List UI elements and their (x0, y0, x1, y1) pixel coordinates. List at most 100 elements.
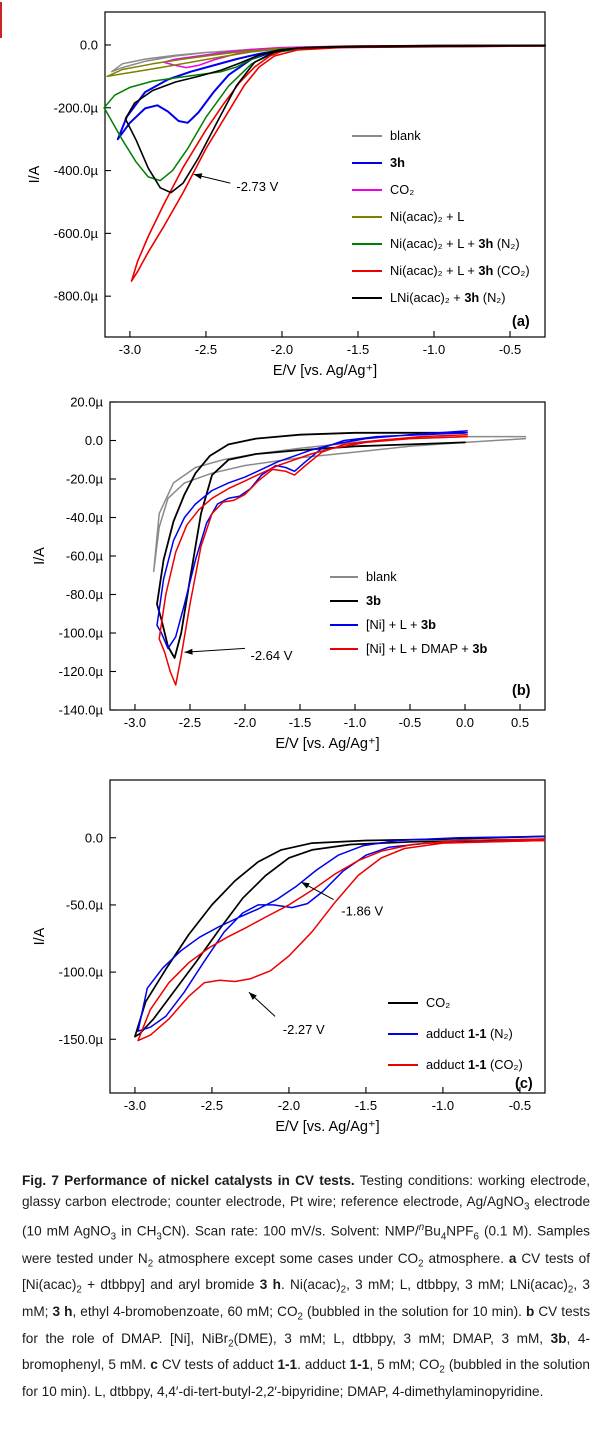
legend: blank 3h CO₂ Ni(acac)₂ + L Ni(acac)₂ + L + 3… (352, 128, 530, 305)
y-tick-label: -100.0µ (59, 965, 104, 980)
annotation-arrowhead (184, 648, 193, 655)
panel-label-b: (b) (512, 683, 531, 699)
caption-segment: 2 (76, 1285, 82, 1296)
legend-label: 3h (390, 155, 405, 170)
x-axis-label: E/V [vs. Ag/Ag⁺] (275, 1119, 379, 1135)
caption-segment: (bubbled in the solution for 10 min). L,… (22, 1357, 590, 1400)
y-tick-label: 20.0µ (70, 395, 103, 410)
caption-segment: 3 (523, 1201, 530, 1213)
caption-segment: Testing conditions: working electrode, g… (22, 1172, 590, 1209)
plot-frame (109, 779, 546, 1094)
x-tick-label: -2.5 (201, 1098, 223, 1113)
y-tick-label: -100.0µ (59, 626, 104, 641)
y-tick-label: 0.0 (85, 433, 103, 448)
y-tick-label: 0.0 (80, 37, 98, 52)
x-tick-label: -3.0 (124, 1098, 146, 1113)
red-edge-mark (0, 2, 2, 38)
y-tick-label: -600.0µ (54, 226, 99, 241)
series-line-adduct 1-1 (N2) (137, 835, 546, 1032)
annotation-label: -2.64 V (250, 648, 292, 663)
annotation-label: -2.73 V (236, 179, 278, 194)
legend-label: [Ni] + L + DMAP + 3b (366, 641, 487, 656)
y-tick-label: -140.0µ (59, 703, 104, 718)
chart-c-container: -3.0 -2.5 -2.0 -1.5 -1.0 -0.5 0.0 -50.0µ -100.0µ… (0, 760, 600, 1140)
caption-segment: , 5 mM; CO (369, 1357, 440, 1373)
series-line-[Ni]+L+3b (156, 430, 468, 650)
panel-label-a: (a) (512, 314, 530, 330)
annotation-arrow-line (184, 647, 246, 653)
x-tick-label: -1.0 (432, 1098, 454, 1113)
caption-segment: c (150, 1357, 158, 1373)
x-tick-label: -3.0 (124, 715, 146, 730)
legend-label: blank (366, 569, 397, 584)
y-axis: 0.0 -200.0µ -400.0µ -600.0µ -800.0µ (54, 37, 111, 304)
caption-segment: (0.1 M). Samples were tested under N (22, 1223, 590, 1266)
y-axis-label: I/A (27, 165, 43, 183)
y-tick-label: 0.0 (85, 830, 103, 845)
caption-segment: , ethyl 4-bromobenzoate, 60 mM; CO (72, 1304, 298, 1319)
panel-label-c: (c) (515, 1076, 533, 1092)
caption-segment: + dtbbpy] and aryl bromide (81, 1277, 260, 1293)
x-axis-label: E/V [vs. Ag/Ag⁺] (275, 736, 379, 752)
chart-c: -3.0 -2.5 -2.0 -1.5 -1.0 -0.5 0.0 -50.0µ -100.0µ… (32, 779, 546, 1135)
annotation-label: -1.86 V (341, 904, 383, 919)
legend-label: CO₂ (426, 995, 450, 1010)
annotation-label: -2.27 V (283, 1022, 325, 1037)
x-tick-label: -2.0 (271, 342, 293, 357)
y-tick-label: -20.0µ (66, 472, 104, 487)
caption-segment: Fig. 7 Performance of nickel catalysts i… (22, 1172, 355, 1188)
caption-segment: 3b (550, 1330, 567, 1346)
plot-frame (104, 11, 546, 338)
y-axis: 0.0 -50.0µ -100.0µ -150.0µ (59, 830, 116, 1047)
chart-b: -3.0 -2.5 -2.0 -1.5 -1.0 -0.5 0.0 0.5 20.0µ 0.0 -2… (32, 395, 546, 752)
x-axis: -3.0 -2.5 -2.0 -1.5 -1.0 -0.5 (124, 1087, 531, 1113)
caption-segment: CV tests of [Ni(acac) (22, 1250, 590, 1293)
caption-segment: 1-1 (277, 1357, 298, 1373)
y-axis-label: I/A (32, 927, 48, 945)
caption-segment: CV tests for the role of DMAP. [Ni], NiB… (22, 1304, 591, 1346)
series-line-Ni(acac)2+L+3h(CO2) (130, 44, 546, 282)
x-tick-label: -1.5 (355, 1098, 377, 1113)
caption-segment: in CH (116, 1223, 157, 1239)
y-tick-label: -60.0µ (66, 549, 104, 564)
y-tick-label: -80.0µ (66, 587, 104, 602)
x-tick-label: -3.0 (119, 342, 141, 357)
caption-segment: a (508, 1250, 517, 1266)
caption-segment: 2 (297, 1311, 303, 1323)
x-axis-label: E/V [vs. Ag/Ag⁺] (273, 363, 377, 379)
x-tick-label: 0.0 (456, 715, 474, 730)
x-tick-label: -2.0 (234, 715, 256, 730)
caption-segment: . Ni(acac) (280, 1277, 341, 1293)
annotation-arrowhead (193, 173, 203, 180)
caption-segment: CN). Scan rate: 100 mV/s. Solvent: NMP/ (161, 1223, 419, 1239)
legend: CO₂ adduct 1-1 (N₂) adduct 1-1 (CO₂) (388, 995, 523, 1072)
legend-label: 3b (366, 593, 381, 608)
caption-segment: , 3 mM; (22, 1277, 590, 1319)
caption-segment: electrode (10 mM AgNO (22, 1193, 591, 1239)
caption-segment: n (418, 1222, 425, 1234)
caption-segment: 2 (340, 1285, 347, 1296)
caption-segment: CV tests of adduct (157, 1357, 278, 1373)
caption-segment: 2 (567, 1285, 574, 1296)
caption-segment: 1-1 (349, 1357, 370, 1373)
x-tick-label: -1.5 (289, 715, 311, 730)
caption-segment: 4 (440, 1231, 447, 1243)
chart-b-container: -3.0 -2.5 -2.0 -1.5 -1.0 -0.5 0.0 0.5 20.0µ 0.0 -2… (0, 385, 600, 760)
figure-panels: -3.0 -2.5 -2.0 -1.5 -1.0 -0.5 0.0 -200.0µ -400.0… (0, 0, 600, 1140)
y-tick-label: -40.0µ (66, 510, 104, 525)
y-axis-label: I/A (32, 547, 48, 565)
chart-a: -3.0 -2.5 -2.0 -1.5 -1.0 -0.5 0.0 -200.0µ -400.0… (27, 11, 546, 379)
caption-segment: 6 (473, 1231, 479, 1243)
legend-label: CO₂ (390, 182, 414, 197)
caption-segment: b (525, 1304, 535, 1319)
caption-segment: (DME), 3 mM; L, dtbbpy, 3 mM; DMAP, 3 mM… (233, 1330, 551, 1346)
annotation: -2.73 V (193, 173, 279, 194)
caption-segment: NPF (446, 1223, 474, 1239)
caption-segment: 3 h (259, 1277, 281, 1293)
x-axis: -3.0 -2.5 -2.0 -1.5 -1.0 -0.5 (119, 331, 521, 357)
legend-label: [Ni] + L + 3b (366, 617, 436, 632)
chart-a-container: -3.0 -2.5 -2.0 -1.5 -1.0 -0.5 0.0 -200.0µ -400.0… (0, 0, 600, 385)
y-tick-label: -800.0µ (54, 289, 99, 304)
legend: blank 3b [Ni] + L + 3b [Ni] + L + DMAP + 3b (330, 569, 487, 656)
caption-segment: 2 (418, 1258, 424, 1270)
